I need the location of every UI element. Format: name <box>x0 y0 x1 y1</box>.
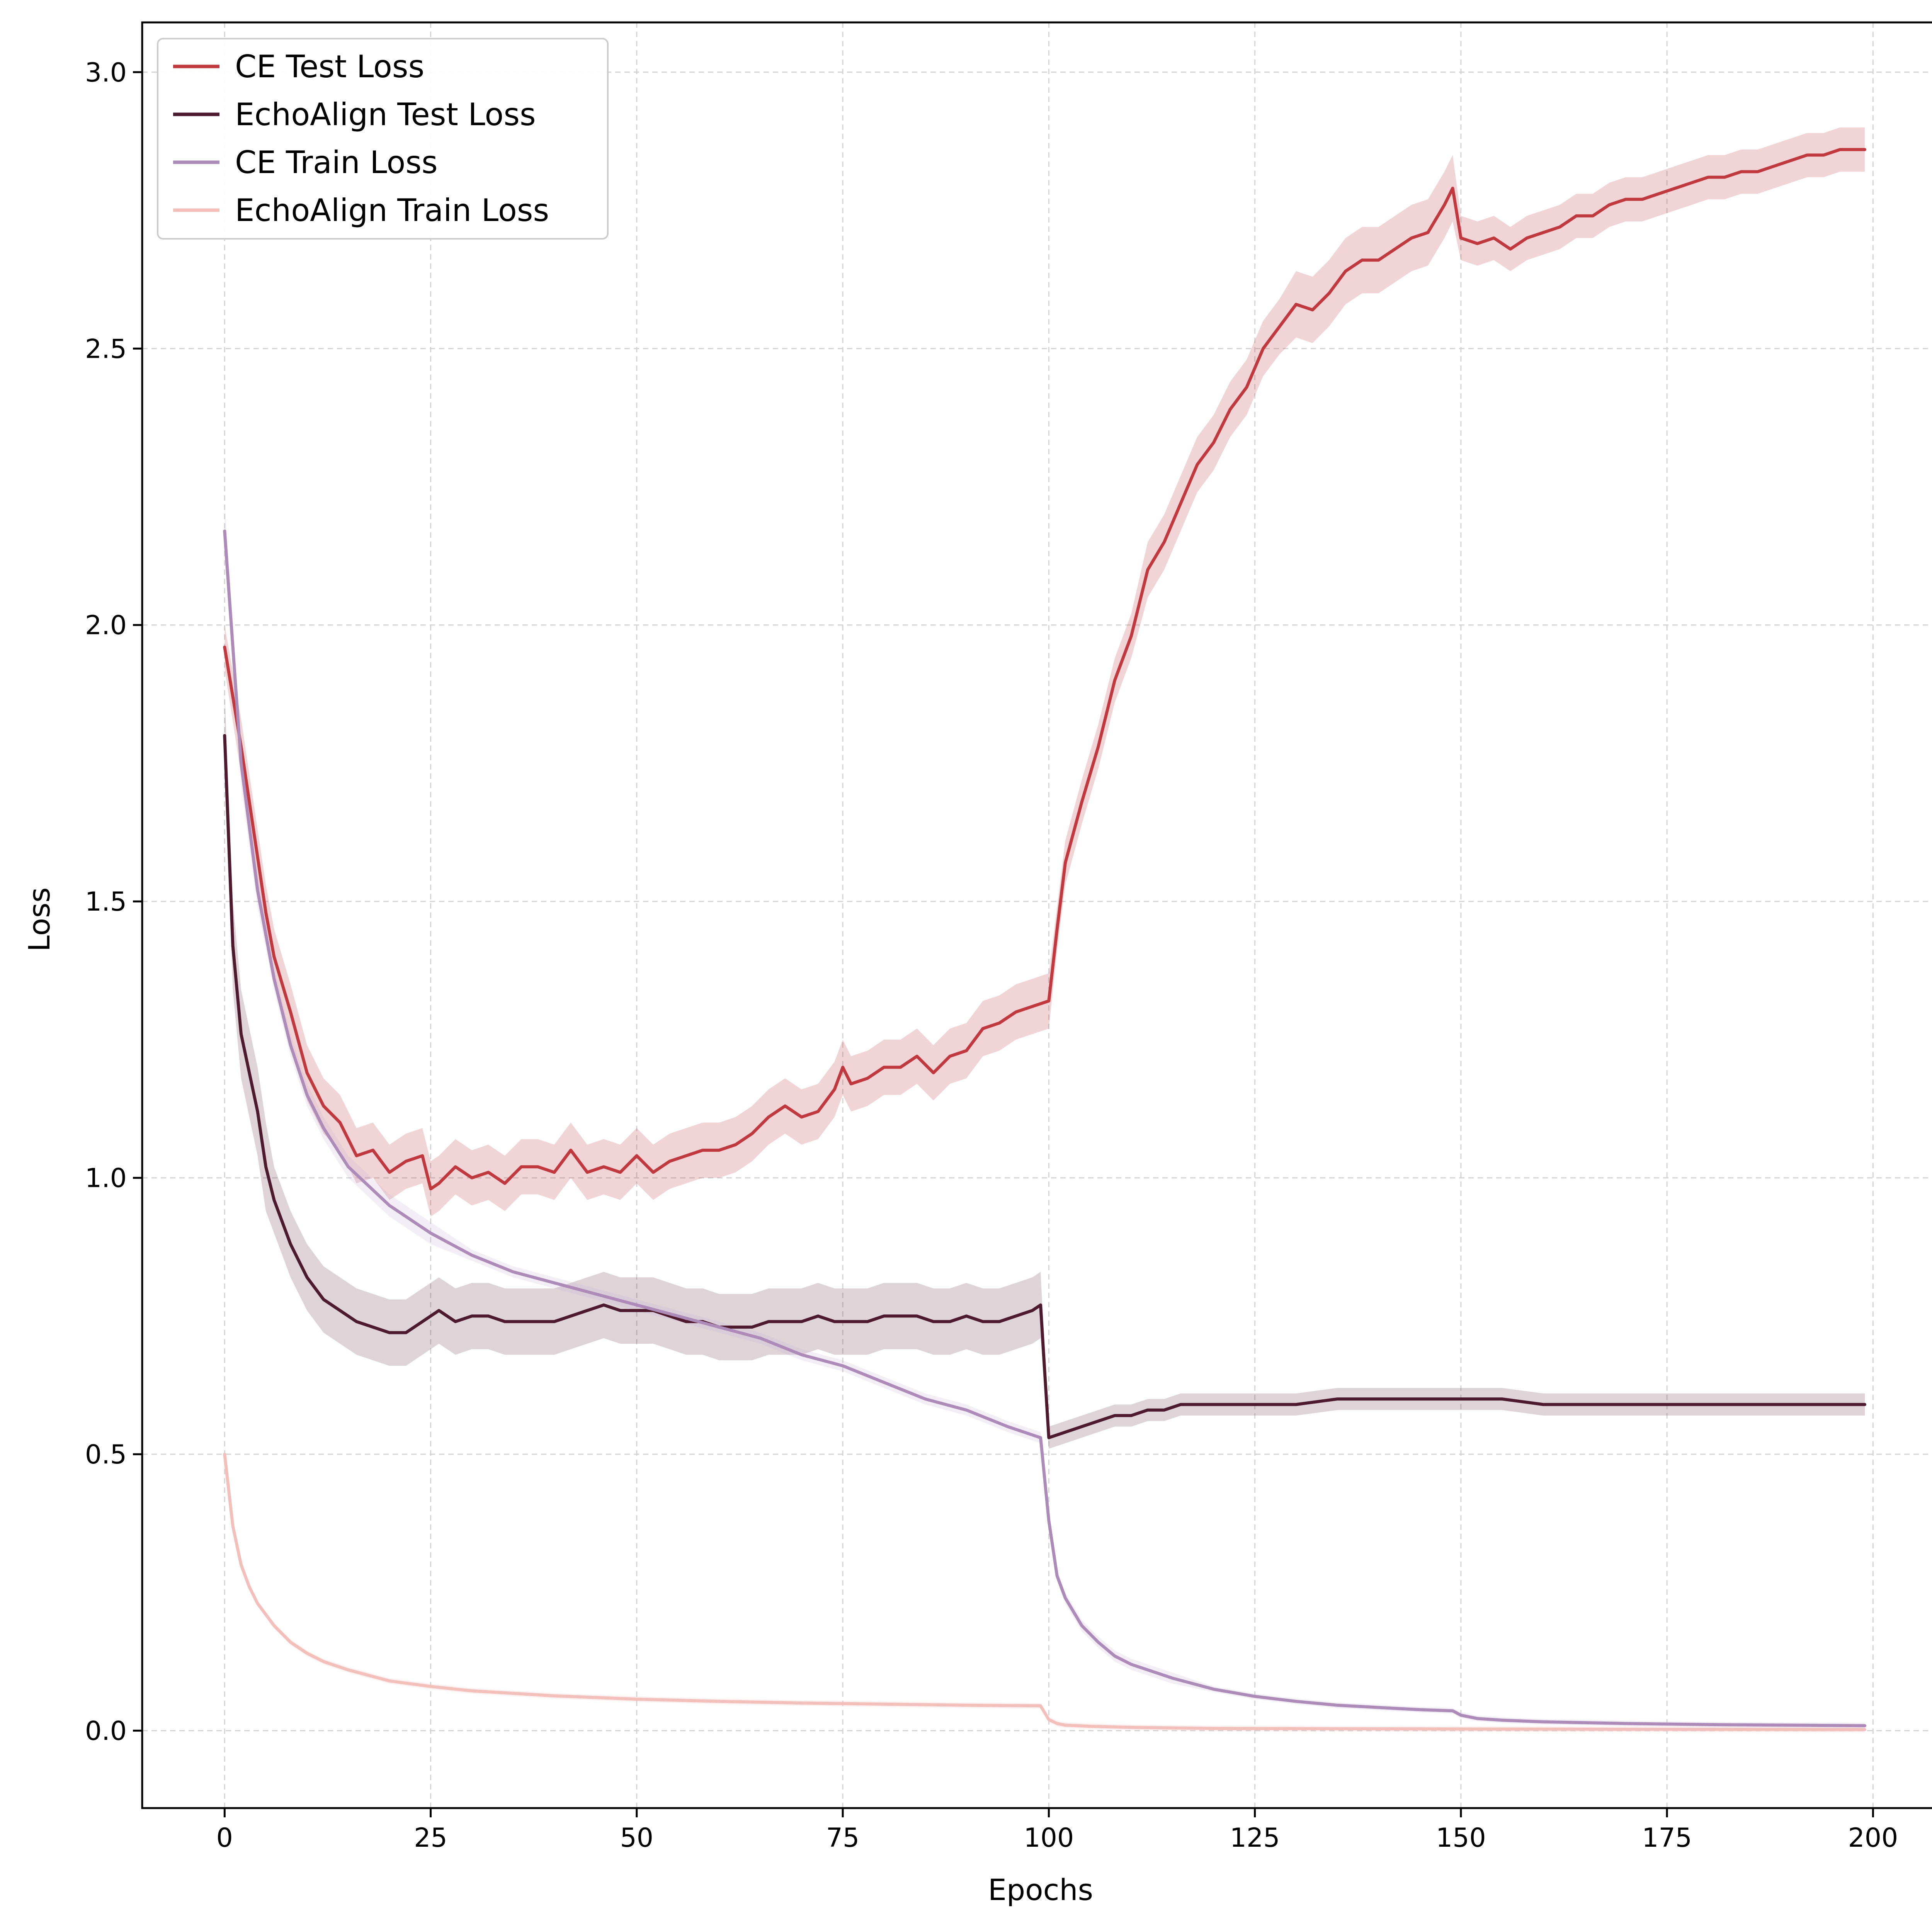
y-tick-label: 2.0 <box>85 610 127 641</box>
y-tick-label: 1.5 <box>85 887 127 917</box>
echoalign-train-loss-line <box>223 1453 1866 1731</box>
axis-ticks: 0 25 50 75 100 125 150 175 200 0.0 0.5 1.0 1.5 2.0 2.5… <box>85 58 1898 1853</box>
y-axis-label: Loss <box>22 887 56 952</box>
ce-test-loss-legend-label: CE Test Loss <box>235 49 424 85</box>
y-tick-label: 1.0 <box>85 1163 127 1194</box>
legend-box <box>157 38 609 240</box>
legend: CE Test Loss EchoAlign Test Loss CE Train … <box>157 38 609 240</box>
ce-train-loss-legend-label: CE Train Loss <box>235 144 438 180</box>
x-tick-label: 125 <box>1230 1823 1280 1853</box>
x-tick-label: 25 <box>414 1823 447 1853</box>
series-lines <box>223 148 1866 1731</box>
y-tick-label: 0.5 <box>85 1440 127 1470</box>
x-tick-label: 75 <box>826 1823 860 1853</box>
y-tick-label: 3.0 <box>85 58 127 88</box>
y-tick-label: 0.0 <box>85 1716 127 1747</box>
ce-train-loss-line <box>223 529 1866 1727</box>
x-tick-label: 0 <box>216 1823 233 1853</box>
x-tick-label: 200 <box>1848 1823 1898 1853</box>
x-axis-label: Epochs <box>988 1873 1093 1907</box>
echoalign-train-loss-legend-label: EchoAlign Train Loss <box>235 192 549 228</box>
x-tick-label: 175 <box>1642 1823 1692 1853</box>
plot-frame <box>141 21 1932 1809</box>
x-tick-label: 150 <box>1436 1823 1486 1853</box>
ce-test-loss-line <box>223 148 1866 1191</box>
echoalign-test-loss-line <box>223 734 1866 1440</box>
ce-test-loss-band <box>224 127 1865 1217</box>
y-tick-label: 2.5 <box>85 334 127 364</box>
echoalign-test-loss-legend-label: EchoAlign Test Loss <box>235 97 536 133</box>
x-tick-label: 50 <box>620 1823 654 1853</box>
x-tick-label: 100 <box>1024 1823 1074 1853</box>
